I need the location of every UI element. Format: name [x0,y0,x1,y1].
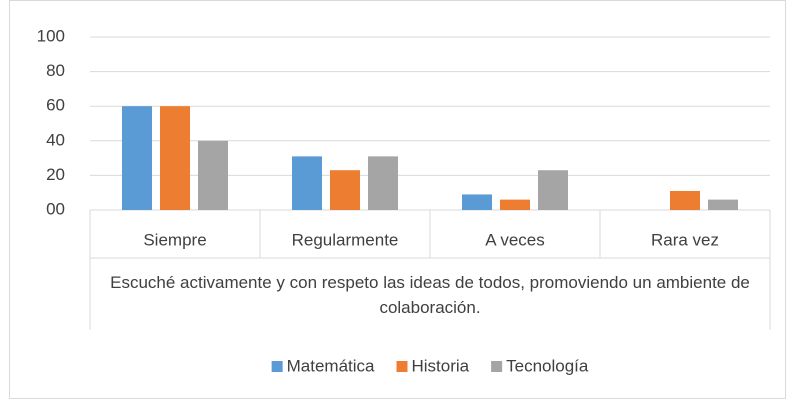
bar [670,190,700,210]
y-tick-label: 20 [46,165,65,184]
legend-swatch [396,361,408,372]
y-tick-label: 100 [37,26,65,45]
x-axis-label: Escuché activamente y con respeto las id… [110,273,750,317]
x-tick-label: Siempre [143,230,206,249]
bar [462,194,492,210]
bar [500,199,530,210]
bar [708,199,738,210]
y-tick-label: 60 [46,96,65,115]
bar [538,170,568,210]
legend-swatch [271,361,283,372]
bar [160,106,190,210]
legend-label: Matemática [287,356,375,375]
y-tick-label: 00 [46,199,65,218]
bar [368,156,398,210]
legend-swatch [491,361,503,372]
legend-label: Tecnología [506,356,589,375]
bar [330,170,360,210]
legend-label: Historia [412,356,470,375]
x-tick-label: A veces [485,230,545,249]
bar [292,156,322,210]
bar [198,140,228,210]
x-tick-label: Regularmente [292,230,399,249]
y-tick-label: 40 [46,130,65,149]
x-tick-label: Rara vez [651,230,719,249]
y-tick-label: 80 [46,61,65,80]
bar [122,106,152,210]
